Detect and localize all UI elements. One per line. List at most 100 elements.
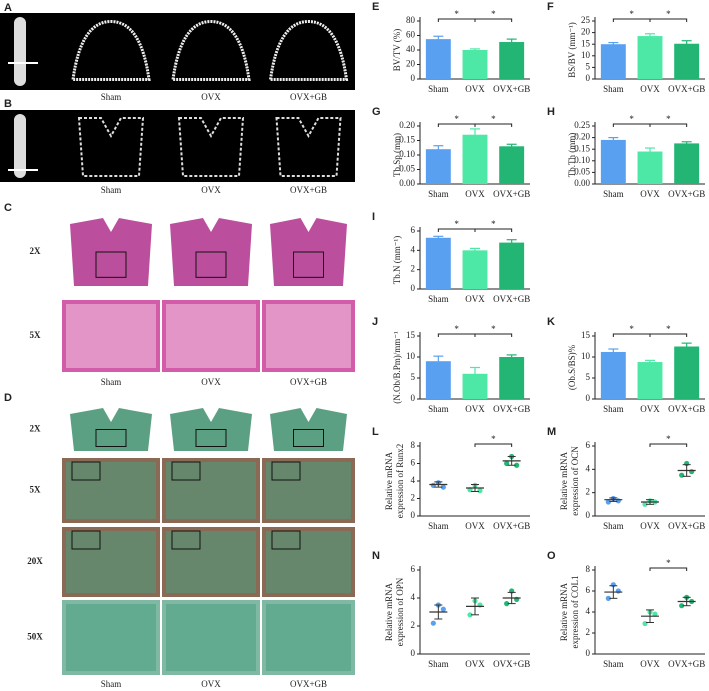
group-label: OVX+GB (290, 185, 327, 195)
x-tick-label: Sham (603, 404, 624, 414)
x-tick-label: OVX (640, 189, 660, 199)
x-tick-label: OVX (465, 659, 485, 669)
group-label: OVX (201, 185, 221, 195)
bar (425, 149, 451, 184)
data-point (440, 606, 446, 612)
panel-letter: E (372, 1, 379, 13)
bone-section (77, 117, 145, 177)
y-tick-label: 8 (586, 564, 591, 574)
x-tick-label: OVX+GB (668, 404, 705, 414)
significance-bracket (612, 18, 651, 22)
y-axis-label: Relative mRNA (384, 451, 394, 510)
zoom-box (195, 429, 227, 447)
group-label: Sham (101, 92, 122, 102)
micrograph-tissue (266, 304, 351, 368)
significance-bracket (649, 123, 688, 127)
x-tick-label: OVX+GB (493, 294, 530, 304)
x-tick-label: Sham (603, 659, 624, 669)
significance-label: * (454, 219, 459, 229)
x-tick-label: Sham (428, 659, 449, 669)
micrograph-tissue (266, 531, 351, 593)
x-tick-label: Sham (428, 84, 449, 94)
y-tick-label: 40 (406, 44, 416, 54)
y-axis-label: Tb.N (mm⁻¹) (392, 236, 402, 284)
micrograph-tissue (66, 531, 156, 593)
x-tick-label: OVX+GB (493, 404, 530, 414)
y-axis-label: expression of OPN (395, 577, 405, 646)
significance-label: * (666, 324, 671, 334)
bar (462, 250, 488, 289)
y-tick-label: 0 (411, 648, 416, 658)
bar (600, 139, 626, 184)
y-axis-label: (Ob.S/BS)% (567, 344, 577, 390)
y-tick-label: 4 (411, 592, 416, 602)
x-tick-label: OVX+GB (668, 84, 705, 94)
significance-bracket (474, 18, 513, 22)
group-label: Sham (101, 185, 122, 195)
y-tick-label: 5 (586, 61, 591, 71)
data-point (605, 499, 611, 505)
x-tick-label: OVX (465, 189, 485, 199)
femur-icon (14, 17, 26, 86)
data-point (514, 462, 520, 468)
zoom-box (71, 530, 101, 550)
panel-letter: H (547, 106, 555, 118)
data-point (689, 469, 695, 475)
significance-bracket (437, 333, 476, 337)
bone-section (71, 19, 151, 81)
significance-label: * (666, 558, 671, 568)
y-axis-label: BV/TV (%) (392, 29, 402, 72)
significance-label: * (491, 434, 496, 444)
y-tick-label: 80 (406, 15, 416, 25)
x-tick-label: Sham (603, 521, 624, 531)
significance-label: * (454, 324, 459, 334)
bar (674, 143, 700, 184)
x-tick-label: OVX+GB (493, 659, 530, 669)
data-point (615, 498, 621, 504)
x-tick-label: Sham (428, 521, 449, 531)
data-point (504, 601, 510, 607)
x-tick-label: Sham (603, 84, 624, 94)
group-label: OVX+GB (290, 679, 327, 689)
y-tick-label: 0.20 (399, 120, 415, 130)
bone-section (268, 19, 349, 81)
panel-letter: D (4, 392, 12, 404)
x-tick-label: OVX+GB (668, 659, 705, 669)
x-tick-label: OVX (640, 84, 660, 94)
micro-ct-image (0, 110, 355, 182)
data-point (642, 501, 648, 507)
panel-letter: M (547, 426, 556, 438)
significance-label: * (491, 9, 496, 19)
significance-label: * (491, 114, 496, 124)
data-point (477, 488, 483, 494)
significance-bracket (612, 333, 651, 337)
y-tick-label: 0 (411, 393, 416, 403)
panel-letter: B (4, 98, 12, 110)
micrograph-tissue (166, 462, 256, 519)
y-axis-label: expression of COL1 (570, 576, 580, 649)
micrograph-tissue (166, 304, 256, 368)
y-tick-label: 5 (586, 372, 591, 382)
significance-bracket (474, 443, 513, 447)
y-tick-label: 5 (411, 372, 416, 382)
x-tick-label: OVX (640, 404, 660, 414)
y-tick-label: 4 (411, 244, 416, 254)
panel-letter: N (372, 550, 380, 562)
significance-label: * (491, 219, 496, 229)
y-tick-label: 0.10 (399, 149, 415, 159)
micrograph-tissue (66, 604, 156, 671)
significance-bracket (437, 123, 476, 127)
zoom-box (95, 251, 127, 278)
y-tick-label: 2 (411, 264, 416, 274)
y-tick-label: 10 (581, 351, 591, 361)
panel-letter: J (372, 316, 378, 328)
magnification-label: 5X (30, 485, 42, 495)
y-tick-label: 0.05 (574, 166, 590, 176)
panel-letter: I (372, 211, 375, 223)
y-tick-label: 10 (406, 351, 416, 361)
significance-label: * (629, 9, 634, 19)
y-axis-label: Relative mRNA (384, 582, 394, 641)
micrograph-tissue (66, 462, 156, 519)
significance-bracket (649, 333, 688, 337)
data-point (679, 603, 685, 609)
